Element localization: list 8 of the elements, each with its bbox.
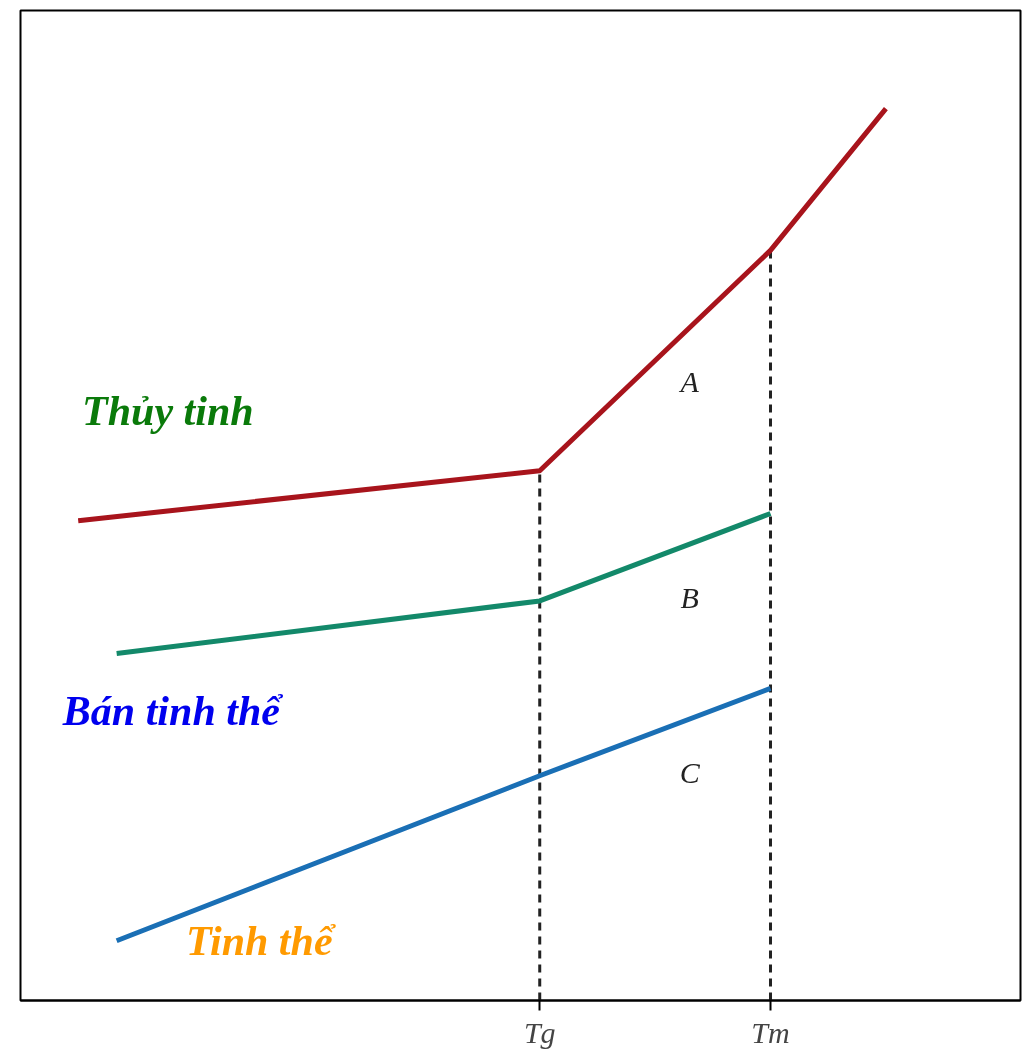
series-label: A — [678, 364, 700, 398]
annotation: Bán tinh thể — [61, 687, 284, 734]
x-tick-label: Tm — [751, 1015, 790, 1049]
x-tick-label: Tg — [523, 1015, 556, 1049]
series-label: C — [679, 755, 701, 789]
annotation: Tinh thể — [185, 917, 336, 964]
annotation: Thủy tinh — [82, 387, 254, 434]
series-label: B — [680, 581, 699, 615]
